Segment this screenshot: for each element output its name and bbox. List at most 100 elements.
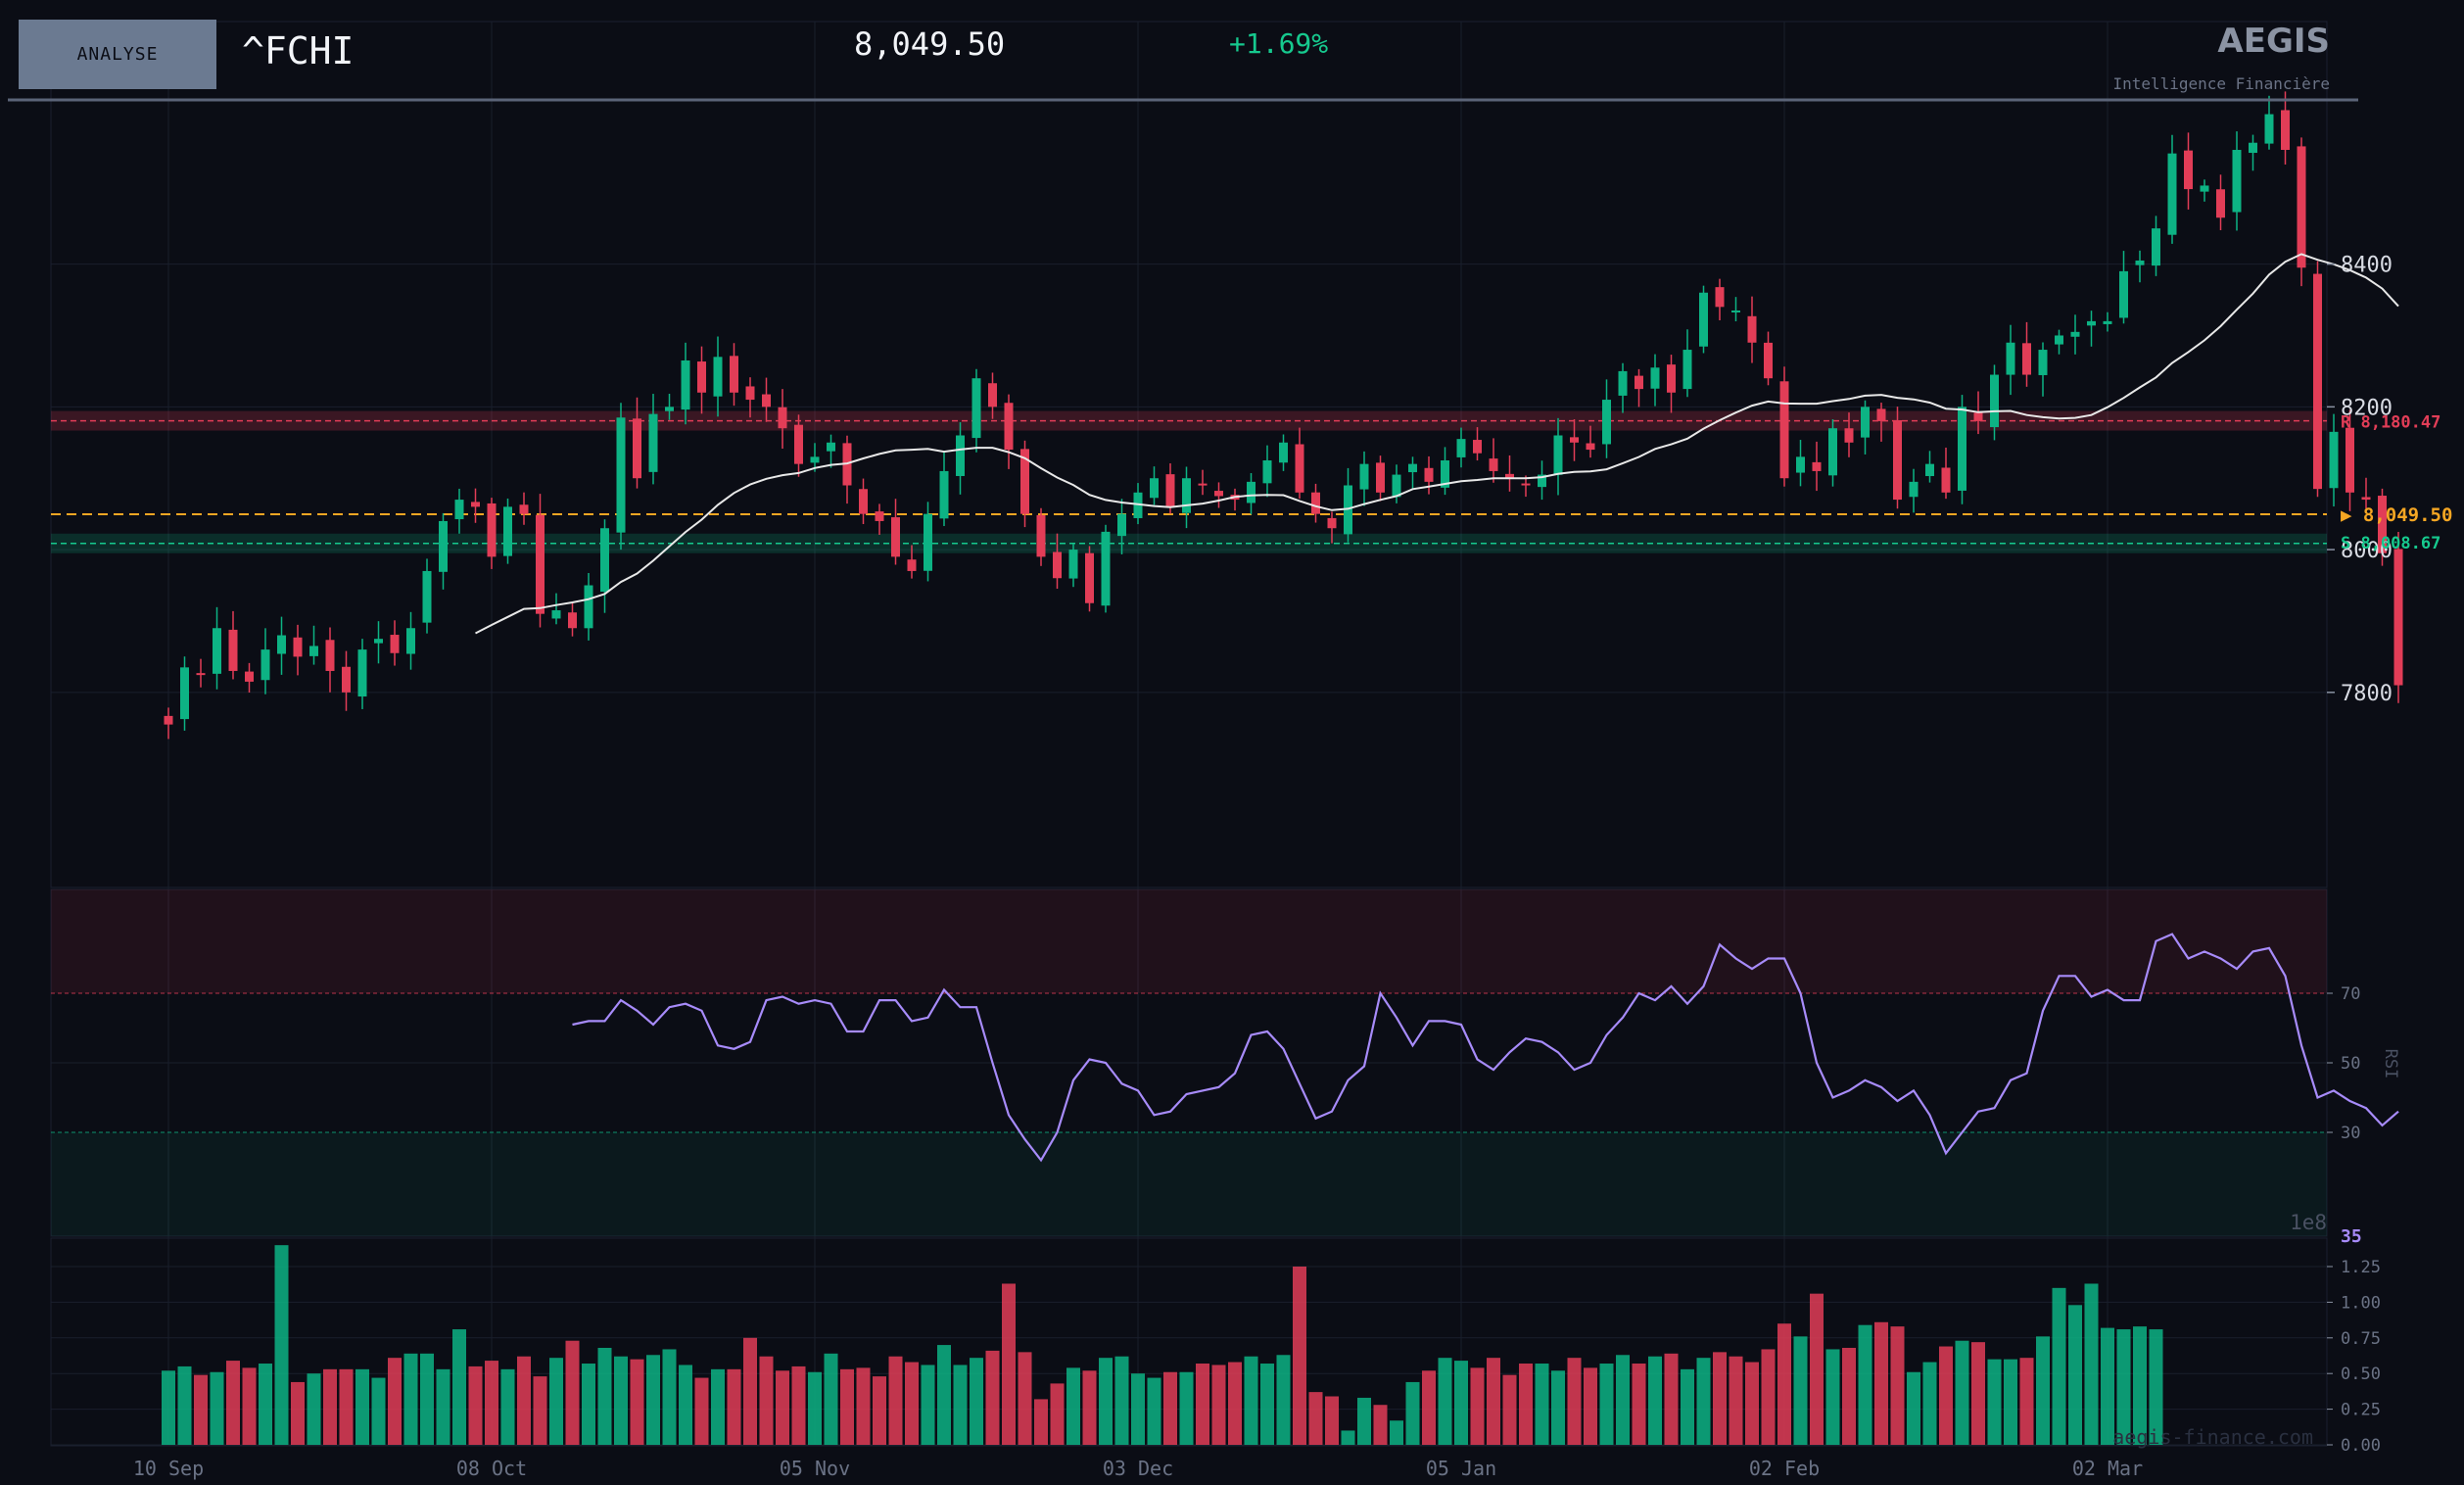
candle-body (2313, 273, 2322, 490)
rsi-tick-label: 70 (2341, 984, 2360, 1004)
candle-body (503, 506, 512, 556)
volume-bar (1244, 1356, 1258, 1445)
candle-body (1489, 458, 1498, 471)
candle-body (2281, 110, 2290, 151)
candle-body (2087, 320, 2096, 326)
candle-body (956, 435, 965, 476)
volume-bar (1018, 1352, 1032, 1445)
candle-body (1408, 463, 1417, 473)
volume-bar (646, 1355, 660, 1445)
candle-body (1521, 483, 1531, 486)
candle-body (1376, 462, 1385, 493)
candle-body (1441, 460, 1449, 488)
candle-body (2361, 497, 2371, 501)
candle-body (1036, 514, 1046, 557)
volume-bar (1228, 1362, 1242, 1445)
candle-body (1796, 456, 1805, 473)
candle-body (309, 646, 318, 656)
volume-bar (1099, 1358, 1113, 1445)
volume-bar (403, 1353, 418, 1445)
volume-bar (679, 1365, 692, 1445)
candle-body (1101, 531, 1111, 606)
volume-bar (1454, 1361, 1468, 1445)
volume-bar (1519, 1364, 1533, 1445)
volume-bar (2019, 1358, 2034, 1445)
volume-bar (1050, 1383, 1065, 1445)
candle-body (374, 639, 383, 644)
candle-body (471, 502, 480, 507)
candle-body (827, 442, 835, 452)
volume-bar (420, 1353, 434, 1445)
volume-bar (2149, 1329, 2163, 1445)
candle-body (1635, 375, 1643, 390)
volume-bar (1131, 1373, 1145, 1445)
volume-bar (1825, 1349, 1840, 1445)
candle-body (1262, 460, 1272, 484)
candle-body (1925, 463, 1934, 477)
candle-body (1602, 400, 1611, 445)
volume-bar (242, 1367, 257, 1445)
candle-body (859, 489, 868, 514)
rsi-tick-label: 50 (2341, 1054, 2360, 1074)
volume-bar (1890, 1326, 1905, 1445)
brand-subtitle: Intelligence Financière (2112, 74, 2330, 93)
volume-bar (1616, 1355, 1630, 1445)
candle-body (1505, 473, 1514, 479)
volume-bar (1487, 1358, 1500, 1445)
volume-bar (1147, 1377, 1161, 1445)
volume-bar (582, 1364, 595, 1445)
volume-tick-label: 0.00 (2341, 1436, 2381, 1456)
volume-bar (162, 1370, 175, 1445)
volume-bar (2036, 1336, 2050, 1445)
candle-body (1150, 478, 1159, 499)
candle-body (697, 361, 706, 393)
volume-bar (1502, 1374, 1517, 1445)
volume-tick-label: 1.25 (2341, 1258, 2381, 1277)
candle-body (1085, 552, 1094, 603)
candle-body (342, 666, 351, 693)
candle-body (2167, 153, 2177, 235)
zones-layer (51, 410, 2327, 553)
candle-body (1359, 463, 1369, 490)
analyse-button[interactable]: ANALYSE (19, 20, 216, 89)
x-tick-label: 10 Sep (133, 1457, 204, 1480)
volume-bar (1729, 1356, 1743, 1445)
candle-body (971, 378, 981, 439)
watermark: aegis-finance.com (2112, 1425, 2313, 1449)
candle-body (648, 413, 658, 472)
volume-bar (1922, 1362, 1937, 1445)
x-tick-label: 03 Dec (1103, 1457, 1173, 1480)
volume-bar (259, 1364, 272, 1445)
volume-bar (1696, 1358, 1711, 1445)
candle-body (1424, 467, 1434, 482)
volume-bar (614, 1356, 628, 1445)
volume-bar (1842, 1347, 1856, 1445)
volume-bar (953, 1365, 968, 1445)
volume-bar (1357, 1397, 1371, 1445)
candle-body (487, 503, 497, 557)
candle-body (2200, 185, 2209, 192)
candle-body (1731, 310, 1740, 312)
moving-average-layer (475, 253, 2399, 635)
candle-body (1165, 474, 1175, 507)
candle-body (745, 386, 755, 401)
candle-body (1344, 485, 1352, 535)
volume-bar (1971, 1342, 1985, 1445)
volume-bar (339, 1368, 354, 1445)
candle-body (1538, 474, 1546, 488)
volume-panel-frame (50, 1237, 2328, 1447)
volume-bar (517, 1356, 531, 1445)
volume-scale-label: 1e8 (2290, 1211, 2327, 1234)
volume-bar (1308, 1392, 1323, 1445)
volume-bar (985, 1350, 1000, 1445)
volume-bar (1034, 1399, 1048, 1445)
candle-body (1909, 481, 1919, 498)
candle-body (1990, 374, 1999, 428)
x-tick-label: 05 Nov (780, 1457, 850, 1480)
volume-bar (274, 1245, 289, 1445)
candle-body (1844, 428, 1854, 443)
volume-bar (1761, 1349, 1776, 1445)
volume-bar (2068, 1305, 2082, 1445)
x-tick-label: 02 Feb (1749, 1457, 1820, 1480)
candle-body (422, 570, 432, 623)
